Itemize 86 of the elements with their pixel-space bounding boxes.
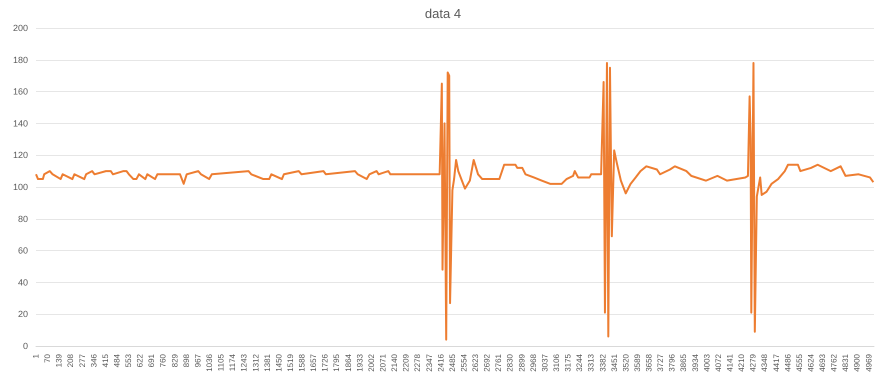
line-series [35, 62, 874, 341]
x-tick-label: 415 [100, 353, 110, 368]
x-tick-label: 1243 [240, 353, 249, 372]
x-tick-label: 4486 [783, 353, 792, 372]
y-tick-label: 20 [18, 309, 28, 320]
x-tick-label: 3382 [598, 353, 608, 372]
x-tick-label: 2140 [390, 353, 400, 372]
x-tick-label: 4624 [806, 353, 816, 372]
x-tick-label: 2554 [459, 353, 468, 372]
y-tick-label: 40 [18, 277, 28, 288]
x-tick-label: 1381 [262, 353, 272, 372]
x-tick-label: 3658 [644, 353, 654, 372]
y-tick-label: 160 [12, 86, 28, 97]
x-tick-label: 3934 [690, 353, 700, 372]
x-tick-label: 553 [124, 353, 134, 368]
x-tick-label: 3313 [586, 353, 596, 372]
chart-title: data 4 [424, 6, 462, 21]
x-tick-label: 4348 [760, 353, 770, 372]
x-tick-label: 3727 [656, 353, 666, 372]
y-tick-label: 180 [12, 54, 28, 65]
x-tick-label: 3589 [632, 353, 642, 372]
x-tick-label: 2623 [471, 353, 480, 372]
x-tick-label: 3106 [552, 353, 561, 372]
x-tick-label: 1 [32, 353, 40, 358]
x-tick-label: 3451 [610, 353, 619, 372]
x-tick-label: 208 [66, 353, 76, 368]
x-tick-label: 760 [158, 353, 168, 368]
x-tick-label: 2692 [482, 353, 492, 372]
x-tick-label: 3865 [679, 353, 688, 372]
x-tick-label: 4900 [852, 353, 862, 372]
x-tick-label: 2209 [402, 353, 411, 372]
x-tick-label: 691 [147, 353, 156, 368]
x-tick-label: 4072 [714, 353, 723, 372]
x-tick-label: 1519 [286, 353, 295, 372]
x-tick-label: 4210 [737, 353, 746, 372]
x-tick-label: 898 [182, 353, 191, 368]
x-tick-label: 3796 [668, 353, 677, 372]
x-tick-label: 346 [89, 353, 98, 368]
x-tick-label: 2278 [413, 353, 422, 372]
y-tick-label: 120 [12, 150, 28, 160]
y-tick-label: 100 [12, 182, 28, 192]
x-tick-label: 1864 [344, 353, 353, 372]
x-tick-label: 829 [170, 353, 180, 368]
x-tick-label: 4831 [841, 353, 850, 372]
y-tick-label: 80 [18, 214, 28, 224]
x-tick-label: 1174 [228, 353, 238, 372]
x-tick-label: 1312 [251, 353, 260, 372]
x-tick-label: 4762 [830, 353, 839, 372]
x-tick-label: 4003 [702, 353, 712, 372]
x-tick-label: 1450 [274, 353, 284, 372]
x-tick-label: 1795 [332, 353, 342, 372]
x-tick-label: 622 [136, 353, 145, 368]
x-tick-label: 1105 [216, 353, 226, 372]
x-tick-label: 1588 [298, 353, 307, 372]
y-tick-label: 200 [12, 23, 28, 33]
x-tick-label: 3244 [575, 353, 584, 372]
y-tick-label: 60 [18, 246, 28, 256]
x-tick-label: 1657 [309, 353, 318, 372]
x-tick-label: 967 [193, 353, 202, 368]
x-tick-label: 1726 [320, 353, 330, 372]
x-tick-label: 70 [43, 353, 52, 363]
x-tick-label: 2071 [378, 353, 388, 372]
x-tick-label: 4969 [864, 353, 874, 372]
y-tick-label: 0 [22, 341, 28, 351]
x-tick-label: 2761 [494, 353, 504, 372]
x-tick-label: 1933 [355, 353, 364, 372]
x-tick-label: 4555 [794, 353, 804, 372]
x-tick-label: 3520 [621, 353, 630, 372]
x-tick-label: 277 [78, 353, 87, 368]
x-tick-label: 2968 [528, 353, 538, 372]
x-tick-label: 2416 [436, 353, 446, 372]
x-tick-label: 4693 [818, 353, 828, 372]
y-tick-label: 140 [12, 118, 28, 128]
x-tick-label: 4417 [772, 353, 781, 372]
x-tick-label: 4141 [726, 353, 735, 372]
x-tick-label: 2830 [506, 353, 515, 372]
x-tick-label: 2347 [424, 353, 434, 372]
x-tick-label: 139 [54, 353, 64, 368]
x-tick-label: 2899 [517, 353, 526, 372]
x-tick-label: 2485 [448, 353, 457, 372]
x-tick-label: 484 [112, 353, 122, 368]
x-tick-label: 1036 [205, 353, 214, 372]
x-tick-label: 4279 [748, 353, 758, 372]
x-tick-label: 3175 [564, 353, 573, 372]
x-tick-label: 3037 [540, 353, 550, 372]
x-tick-label: 2002 [366, 353, 376, 372]
